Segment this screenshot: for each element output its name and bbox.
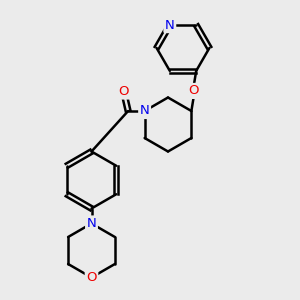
Text: O: O (118, 85, 129, 98)
Text: O: O (188, 84, 199, 98)
Text: N: N (87, 217, 96, 230)
Text: N: N (140, 104, 149, 118)
Text: O: O (86, 271, 97, 284)
Text: N: N (165, 19, 175, 32)
